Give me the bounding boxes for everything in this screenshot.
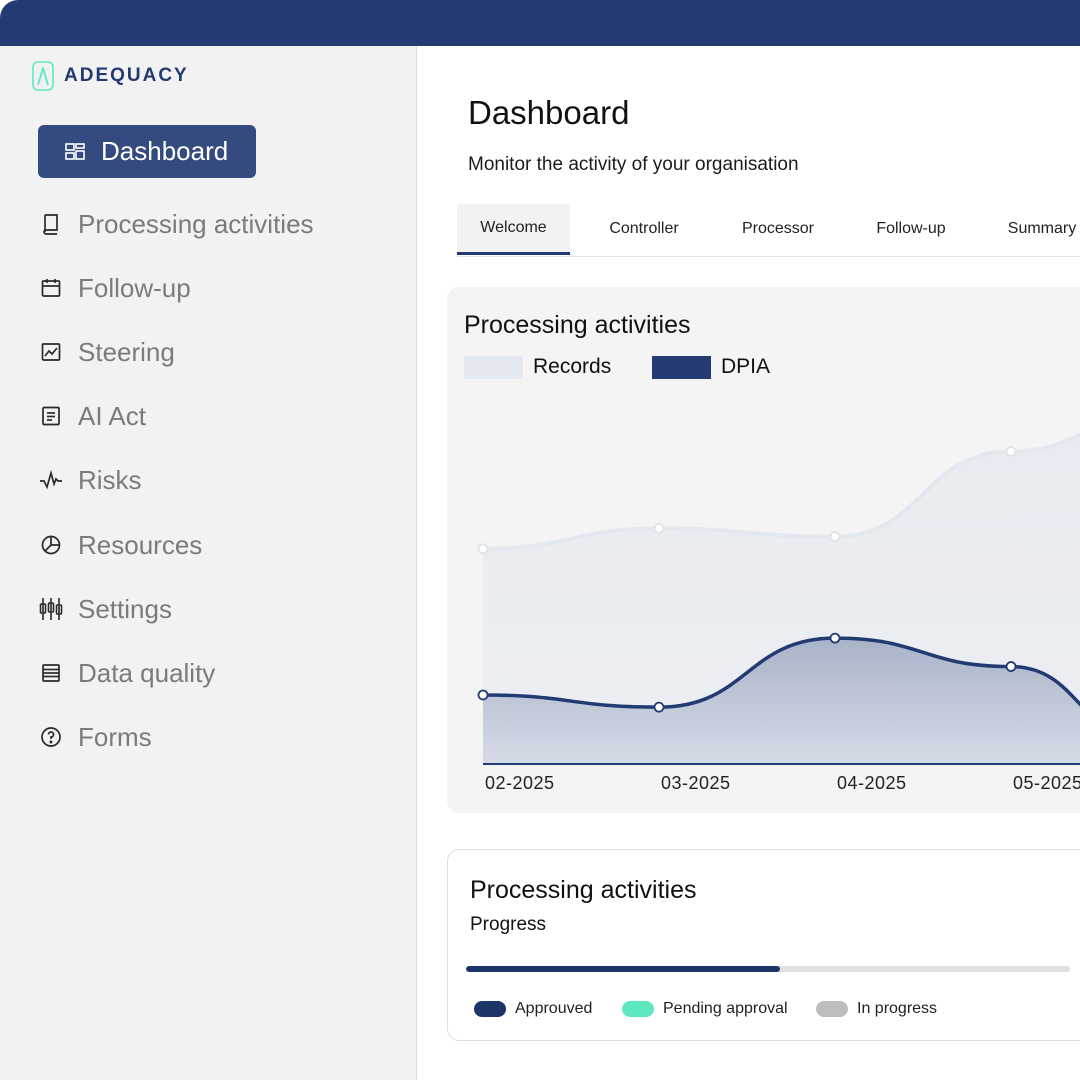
brand-name: ADEQUACY <box>64 65 189 86</box>
sidebar-item-label: Settings <box>78 593 172 624</box>
point-records-05-2025 <box>1005 445 1017 457</box>
legend-label: Records <box>533 355 612 378</box>
sidebar-item-label: Follow-up <box>78 272 191 303</box>
legend-label: DPIA <box>721 355 771 378</box>
point-dpia-05-2025 <box>1005 661 1017 672</box>
adequacy-logo-icon <box>32 61 54 91</box>
brand-logo[interactable]: ADEQUACY <box>32 60 189 92</box>
progress-legend-in-progress: In progress <box>816 999 937 1019</box>
tab-processor[interactable]: Processor <box>741 220 815 237</box>
sidebar-item-label: Risks <box>78 464 142 495</box>
sidebar-item-label: Processing activities <box>78 208 314 239</box>
progress-subtitle: Progress <box>470 914 547 935</box>
page-subtitle: Monitor the activity of your organisatio… <box>468 154 799 175</box>
legend-dot-in-progress <box>816 1001 848 1017</box>
sidebar-item-ai-act[interactable]: AI Act <box>38 396 146 436</box>
legend-swatch-records <box>464 355 523 379</box>
sidebar-item-settings[interactable]: Settings <box>38 589 172 629</box>
tab-bar: Welcome Controller Processor Follow-up S… <box>457 204 1080 257</box>
main-content: Dashboard Monitor the activity of your o… <box>417 46 1080 1080</box>
sidebar-item-processing-activities[interactable]: Processing activities <box>38 204 314 244</box>
sidebar-item-label: Steering <box>78 336 175 367</box>
legend-swatch-dpia <box>652 355 711 379</box>
sidebar: ADEQUACY Dashboard Processing activities… <box>0 46 417 1080</box>
database-icon <box>38 660 64 686</box>
point-dpia-03-2025 <box>653 701 665 713</box>
area-chart: 02-2025 03-2025 04-2025 05-2025 <box>477 432 1080 793</box>
area-dpia <box>483 638 1080 764</box>
book-icon <box>38 211 64 237</box>
calendar-icon <box>38 275 64 301</box>
legend-dpia: DPIA <box>652 355 770 379</box>
sidebar-item-label: AI Act <box>78 400 146 431</box>
sidebar-item-resources[interactable]: Resources <box>38 525 202 565</box>
dashboard-icon <box>62 139 88 165</box>
x-tick-label: 04-2025 <box>837 773 907 793</box>
progress-legend-pending: Pending approval <box>622 999 788 1019</box>
sidebar-item-label: Resources <box>78 529 203 560</box>
sidebar-item-risks[interactable]: Risks <box>38 460 142 500</box>
legend-dot-approved <box>474 1001 506 1017</box>
sidebar-item-data-quality[interactable]: Data quality <box>38 653 215 693</box>
sidebar-item-label: Forms <box>78 721 152 752</box>
legend-dot-pending <box>622 1001 654 1017</box>
x-tick-label: 03-2025 <box>661 773 731 793</box>
pulse-icon <box>38 467 64 493</box>
progress-fill-approved <box>466 966 781 972</box>
sidebar-item-label: Dashboard <box>101 136 229 166</box>
sidebar-item-label: Data quality <box>78 657 216 688</box>
tab-follow-up[interactable]: Follow-up <box>876 220 946 237</box>
progress-track <box>466 966 1070 972</box>
sidebar-item-follow-up[interactable]: Follow-up <box>38 268 191 308</box>
document-icon <box>38 403 64 429</box>
point-records-02-2025 <box>477 543 489 555</box>
point-dpia-04-2025 <box>829 632 841 644</box>
point-records-04-2025 <box>829 531 841 543</box>
legend-label: Approuved <box>515 1000 593 1017</box>
x-tick-label: 02-2025 <box>485 773 555 793</box>
tab-summary[interactable]: Summary <box>1007 220 1077 237</box>
help-circle-icon <box>38 724 64 750</box>
sidebar-item-forms[interactable]: Forms <box>38 717 152 757</box>
sidebar-item-dashboard[interactable]: Dashboard <box>38 125 256 178</box>
point-records-03-2025 <box>653 523 665 534</box>
x-tick-label: 05-2025 <box>1013 773 1080 793</box>
legend-records: Records <box>464 355 611 379</box>
processing-activities-chart-card: 02-2025 03-2025 04-2025 05-2025 Processing … <box>447 287 1080 813</box>
point-dpia-02-2025 <box>477 689 489 701</box>
sliders-icon <box>38 596 64 622</box>
legend-label: In progress <box>857 1000 938 1017</box>
line-chart-icon <box>38 339 64 365</box>
progress-legend-approved: Approuved <box>474 999 592 1019</box>
sidebar-item-steering[interactable]: Steering <box>38 332 175 372</box>
tab-welcome[interactable]: Welcome <box>457 204 570 255</box>
progress-card: Processing activities Progress Approuved… <box>447 849 1080 1041</box>
tab-controller[interactable]: Controller <box>609 220 679 237</box>
window-top-bar <box>0 0 1080 46</box>
page-title: Dashboard <box>468 94 630 131</box>
pie-icon <box>38 532 64 558</box>
chart-title: Processing activities <box>464 311 691 339</box>
progress-title: Processing activities <box>470 876 697 904</box>
legend-label: Pending approval <box>663 1000 788 1017</box>
